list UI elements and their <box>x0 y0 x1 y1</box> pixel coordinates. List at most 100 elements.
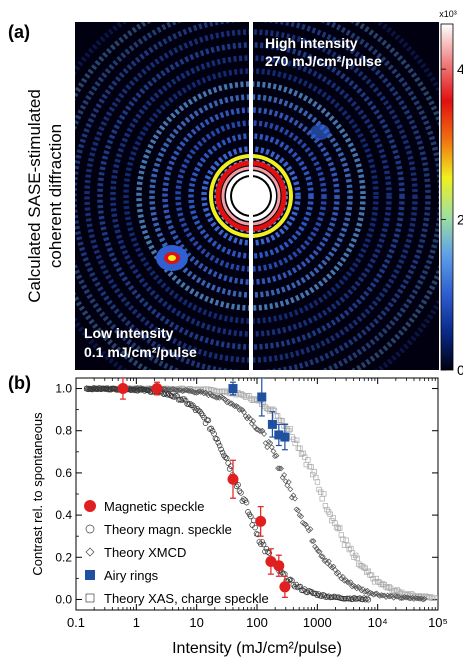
theory-point <box>365 568 372 574</box>
data-point <box>279 581 291 593</box>
theory-point <box>404 594 411 601</box>
theory-point <box>347 595 353 601</box>
theory-point <box>95 386 101 392</box>
theory-point <box>337 525 343 531</box>
theory-point <box>179 388 186 395</box>
theory-point <box>376 593 383 599</box>
theory-point <box>357 562 364 569</box>
theory-point <box>318 553 325 560</box>
theory-point <box>216 394 223 401</box>
y-tick-label: 0.2 <box>55 550 72 564</box>
theory-point <box>325 593 332 599</box>
theory-point <box>181 396 188 402</box>
theory-point <box>239 407 246 413</box>
theory-point <box>298 513 305 520</box>
theory-point <box>294 437 300 443</box>
theory-point <box>380 592 386 599</box>
theory-point <box>321 491 327 497</box>
theory-point <box>201 390 207 397</box>
theory-point <box>365 596 372 603</box>
legend: Magnetic speckle Theory magn. speckle Theo… <box>84 499 269 606</box>
theory-point <box>241 409 247 416</box>
y-tick-label: 0.6 <box>55 466 72 480</box>
theory-point <box>273 452 280 459</box>
theory-point <box>300 450 306 456</box>
speckle-ring <box>75 22 431 370</box>
bright-spot-core <box>168 255 176 261</box>
theory-point <box>130 386 137 393</box>
theory-point <box>279 474 286 481</box>
theory-point <box>364 587 371 594</box>
theory-point <box>176 387 183 393</box>
theory-point <box>295 507 301 514</box>
theory-point <box>262 440 269 446</box>
theory-point <box>313 545 320 552</box>
theory-point <box>214 436 220 442</box>
theory-point <box>314 592 321 599</box>
theory-point <box>270 448 277 455</box>
theory-point <box>356 585 363 591</box>
theory-point <box>367 572 373 578</box>
theory-point <box>227 400 234 407</box>
theory-point <box>317 489 324 495</box>
y-tick-label: 1.0 <box>55 382 72 396</box>
theory-point <box>224 399 230 406</box>
faint-spot <box>310 124 330 140</box>
theory-point <box>214 394 221 401</box>
theory-point <box>288 494 295 501</box>
theory-point <box>358 587 365 594</box>
data-point <box>257 392 267 402</box>
theory-point <box>224 455 230 462</box>
theory-point <box>387 593 394 599</box>
theory-point <box>164 391 171 398</box>
theory-point <box>178 397 185 403</box>
theory-point <box>314 479 321 485</box>
theory-point <box>235 482 241 488</box>
theory-point <box>361 588 368 595</box>
theory-point <box>191 404 197 411</box>
theory-point <box>236 488 243 494</box>
theory-point <box>287 486 294 493</box>
theory-point <box>319 553 326 560</box>
theory-point <box>308 464 314 470</box>
theory-point <box>359 586 366 593</box>
theory-point <box>165 391 172 397</box>
theory-point <box>197 389 204 395</box>
panel-a-label: (a) <box>8 22 30 42</box>
theory-point <box>329 564 335 571</box>
theory-point <box>327 511 333 517</box>
legend-label: Theory XMCD <box>104 545 186 560</box>
theory-point <box>363 588 369 595</box>
theory-point <box>279 418 286 424</box>
theory-point <box>390 594 397 601</box>
theory-point <box>259 539 265 545</box>
data-point <box>280 432 290 442</box>
theory-point <box>341 596 348 602</box>
theory-point <box>180 387 187 394</box>
theory-point <box>93 386 100 392</box>
theory-point <box>243 499 250 506</box>
high-intensity-value: 270 mJ/cm²/pulse <box>265 53 382 69</box>
series-airy-rings <box>228 378 290 451</box>
theory-point <box>184 387 190 394</box>
theory-point <box>292 495 298 502</box>
theory-point <box>202 420 209 426</box>
theory-point <box>141 388 148 394</box>
data-point <box>267 419 277 429</box>
theory-point <box>359 596 366 603</box>
theory-point <box>182 397 189 404</box>
theory-point <box>258 428 264 434</box>
y-tick-labels: 0.0 0.2 0.4 0.6 0.8 1.0 <box>55 382 72 607</box>
theory-point <box>338 575 345 582</box>
theory-point <box>133 387 139 393</box>
theory-point <box>380 581 386 587</box>
theory-point <box>335 525 341 532</box>
y-axis-label: Contrast rel. to spontaneous <box>30 412 45 576</box>
theory-point <box>316 549 323 555</box>
theory-point <box>336 572 343 579</box>
theory-point <box>309 538 315 544</box>
theory-point <box>333 524 340 530</box>
theory-point <box>357 595 363 601</box>
theory-point <box>248 513 254 520</box>
diffraction-image <box>75 22 439 370</box>
